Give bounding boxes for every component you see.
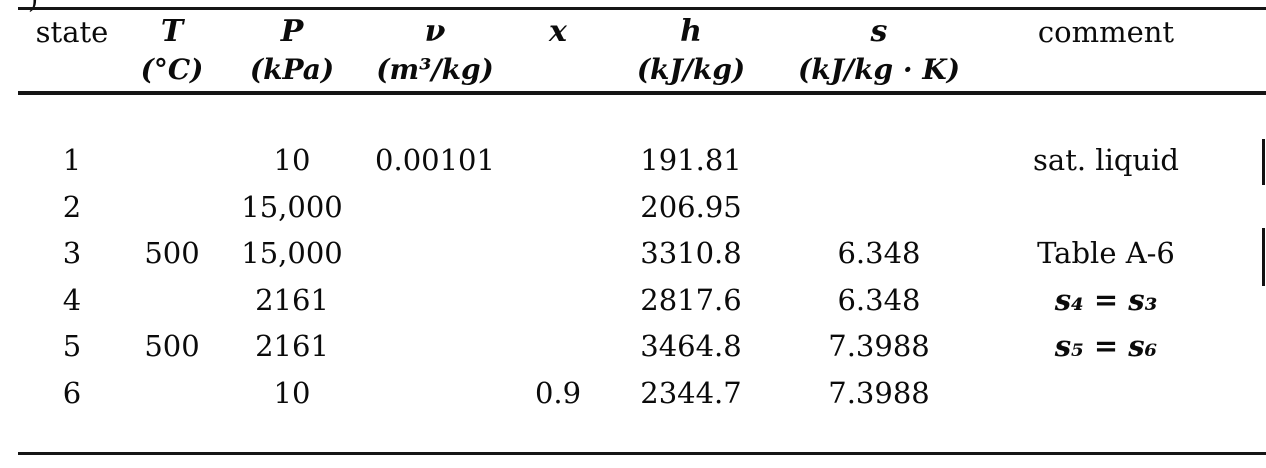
table-row: 5 500 2161 3464.8 7.3988 s₅ = s₆ bbox=[28, 323, 1234, 370]
cell-pressure: 15,000 bbox=[241, 236, 343, 270]
header-pressure-unit: (kPa) bbox=[249, 53, 335, 86]
table-bottom-rule bbox=[18, 452, 1266, 455]
header-state-label: state bbox=[35, 15, 109, 49]
cell-enthalpy: 2344.7 bbox=[640, 375, 742, 410]
cell-temperature: 500 bbox=[144, 236, 200, 270]
cell-pressure: 15,000 bbox=[241, 189, 343, 224]
table-row: 1 10 0.00101 191.81 sat. liquid bbox=[28, 137, 1234, 184]
cell-temperature bbox=[116, 137, 228, 184]
cell-temperature bbox=[116, 370, 228, 417]
header-entropy: s (kJ/kg · K) bbox=[780, 12, 978, 88]
cell-state: 2 bbox=[62, 189, 82, 224]
cell-quality bbox=[514, 277, 602, 324]
cell-enthalpy: 3464.8 bbox=[640, 329, 742, 363]
header-pressure-label: P bbox=[280, 14, 304, 49]
table-body: 1 10 0.00101 191.81 sat. liquid 2 15,000… bbox=[28, 137, 1234, 416]
header-entropy-unit: (kJ/kg · K) bbox=[798, 53, 960, 86]
cell-entropy: 6.348 bbox=[837, 282, 921, 317]
cell-quality bbox=[514, 184, 602, 231]
cell-quality bbox=[514, 137, 602, 184]
cell-specific-volume: 0.00101 bbox=[375, 143, 495, 177]
cell-comment: Table A-6 bbox=[1037, 236, 1175, 270]
cell-entropy: 7.3988 bbox=[828, 329, 930, 363]
cell-quality bbox=[514, 323, 602, 370]
table-row: 2 15,000 206.95 bbox=[28, 184, 1234, 231]
cell-comment: sat. liquid bbox=[1033, 143, 1179, 177]
cell-state: 3 bbox=[62, 236, 82, 270]
cell-state: 4 bbox=[62, 282, 82, 317]
table-top-rule bbox=[18, 7, 1266, 10]
cell-comment: s₅ = s₆ bbox=[1054, 329, 1158, 363]
cell-entropy: 7.3988 bbox=[828, 375, 930, 410]
cell-temperature bbox=[116, 277, 228, 324]
table-row: 3 500 15,000 3310.8 6.348 Table A-6 bbox=[28, 230, 1234, 277]
cell-temperature: 500 bbox=[144, 329, 200, 363]
cell-temperature bbox=[116, 184, 228, 231]
cell-entropy: 6.348 bbox=[837, 236, 921, 270]
cell-enthalpy: 2817.6 bbox=[640, 282, 742, 317]
cell-specific-volume bbox=[356, 277, 514, 324]
header-enthalpy: h (kJ/kg) bbox=[602, 12, 780, 88]
header-pressure: P (kPa) bbox=[228, 12, 356, 88]
header-entropy-label: s bbox=[870, 14, 888, 49]
cell-state: 1 bbox=[62, 143, 82, 177]
cell-pressure: 2161 bbox=[255, 329, 329, 363]
cell-specific-volume bbox=[356, 370, 514, 417]
header-temperature-label: T bbox=[160, 14, 184, 49]
header-temperature-unit: (°C) bbox=[140, 53, 204, 86]
cell-state: 6 bbox=[62, 375, 82, 410]
header-temperature: T (°C) bbox=[116, 12, 228, 88]
header-quality: x bbox=[514, 12, 602, 88]
right-edge-mark bbox=[1262, 228, 1265, 286]
cell-specific-volume bbox=[356, 230, 514, 277]
cell-pressure: 2161 bbox=[255, 282, 329, 317]
cell-specific-volume bbox=[356, 184, 514, 231]
cell-pressure: 10 bbox=[273, 143, 311, 177]
header-specific-volume: ν (m³/kg) bbox=[356, 12, 514, 88]
table-row: 4 2161 2817.6 6.348 s₄ = s₃ bbox=[28, 277, 1234, 324]
cell-pressure: 10 bbox=[273, 375, 311, 410]
header-specific-volume-label: ν bbox=[424, 14, 446, 49]
header-specific-volume-unit: (m³/kg) bbox=[376, 53, 494, 86]
table-header-row: state T (°C) P (kPa) ν (m³/kg) x h (kJ/k… bbox=[28, 12, 1234, 88]
header-quality-label: x bbox=[549, 14, 567, 49]
right-edge-mark bbox=[1262, 139, 1265, 185]
cell-entropy bbox=[780, 184, 978, 231]
table-row: 6 10 0.9 2344.7 7.3988 bbox=[28, 370, 1234, 417]
cell-enthalpy: 206.95 bbox=[640, 189, 742, 224]
cell-comment: s₄ = s₃ bbox=[1054, 282, 1158, 317]
cell-quality: 0.9 bbox=[534, 375, 582, 410]
cell-state: 5 bbox=[62, 329, 82, 363]
header-enthalpy-label: h bbox=[680, 14, 702, 49]
cell-quality bbox=[514, 230, 602, 277]
cell-specific-volume bbox=[356, 323, 514, 370]
cell-enthalpy: 191.81 bbox=[640, 143, 742, 177]
cell-enthalpy: 3310.8 bbox=[640, 236, 742, 270]
cell-comment bbox=[978, 370, 1234, 417]
table-header-rule bbox=[18, 91, 1266, 95]
header-enthalpy-unit: (kJ/kg) bbox=[636, 53, 746, 86]
header-state: state bbox=[28, 12, 116, 88]
header-comment-label: comment bbox=[1037, 15, 1175, 49]
header-comment: comment bbox=[978, 12, 1234, 88]
cell-comment bbox=[978, 184, 1234, 231]
cell-entropy bbox=[780, 137, 978, 184]
